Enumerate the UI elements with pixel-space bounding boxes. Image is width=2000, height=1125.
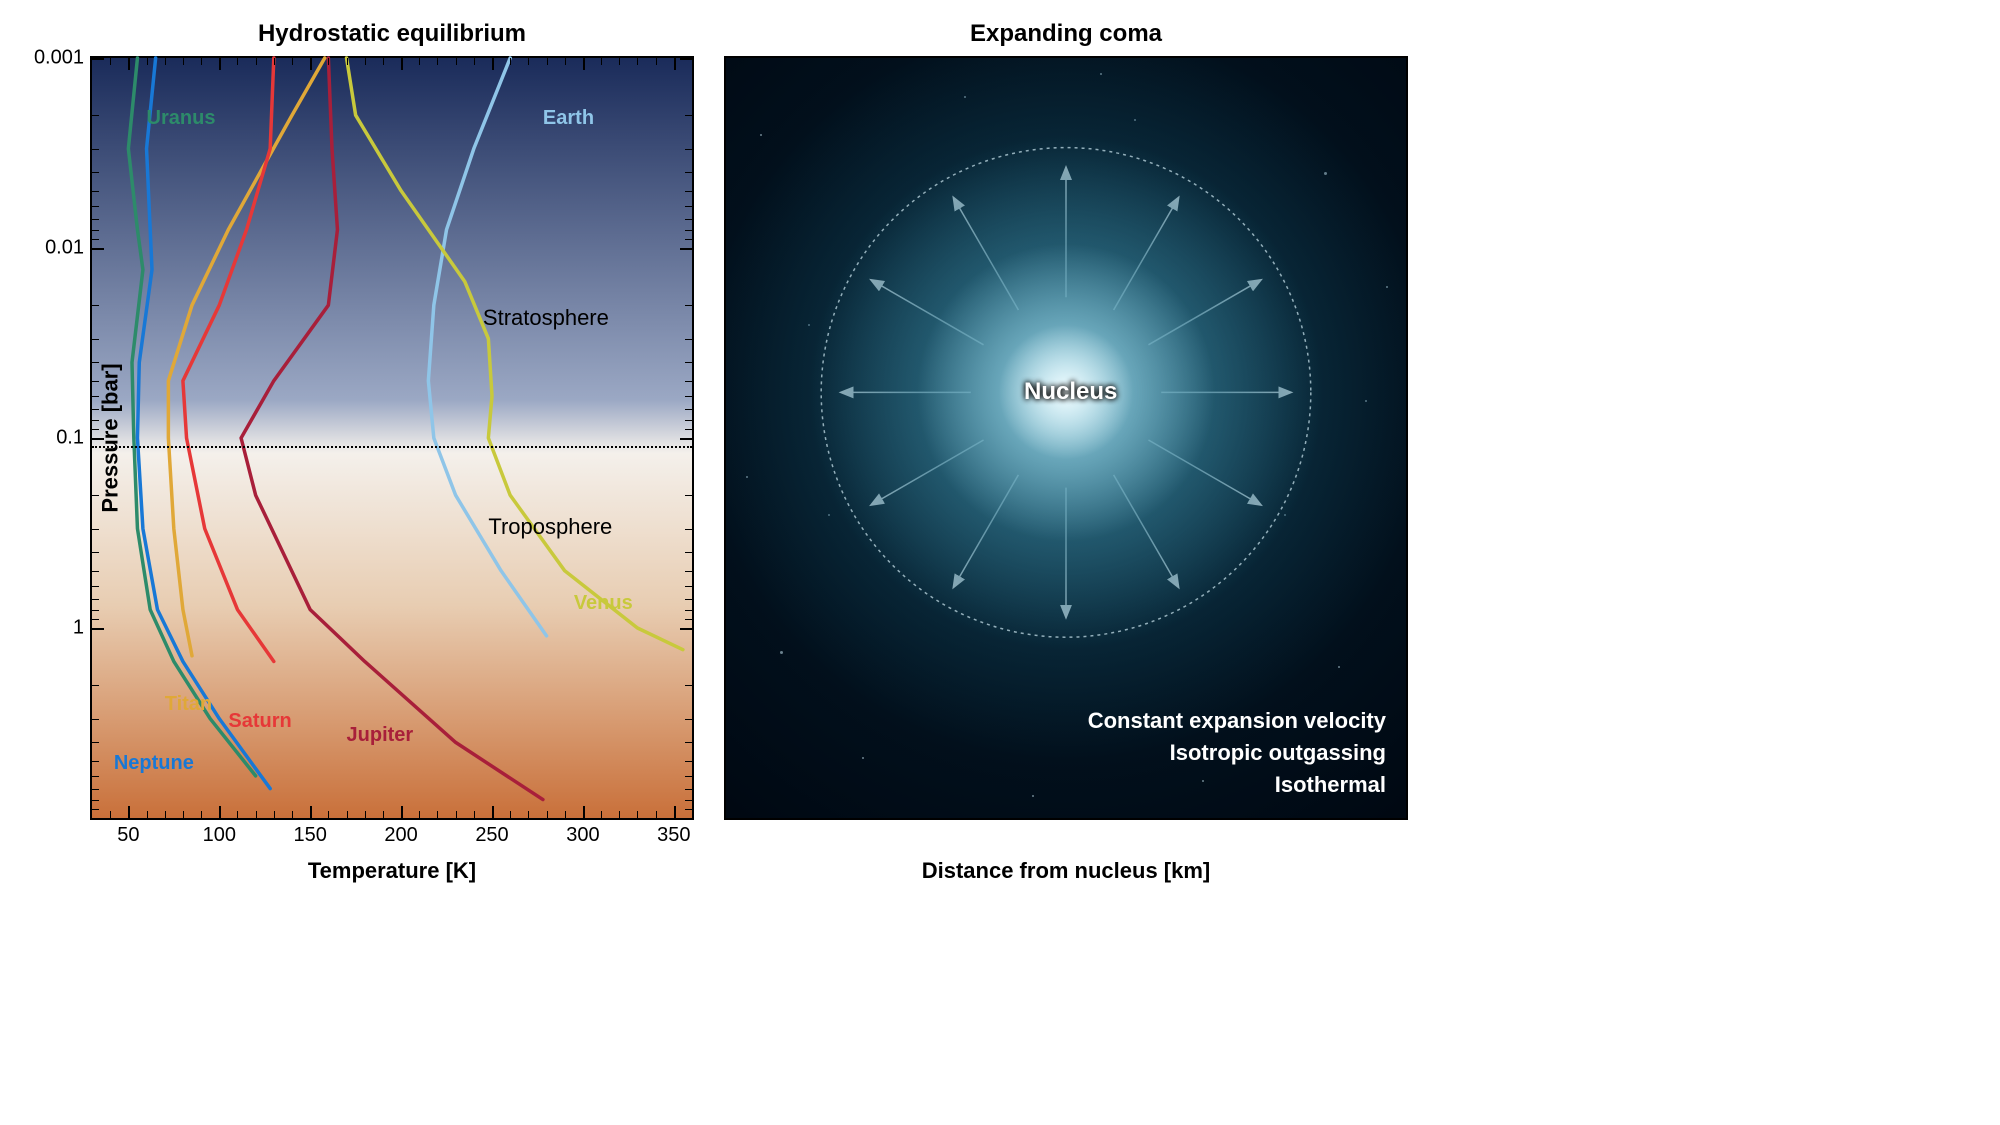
x-tick-label: 100 <box>203 824 236 847</box>
series-label-neptune: Neptune <box>114 752 194 775</box>
series-label-venus: Venus <box>574 592 633 615</box>
x-tick-label: 150 <box>293 824 326 847</box>
y-tick-label: 0.1 <box>56 427 84 450</box>
y-tick-label: 1 <box>73 617 84 640</box>
x-tick-label: 250 <box>475 824 508 847</box>
x-tick-label: 50 <box>117 824 139 847</box>
tropopause-line <box>92 446 692 448</box>
right-x-axis-label: Distance from nucleus [km] <box>724 858 1408 884</box>
x-tick-label: 300 <box>566 824 599 847</box>
x-tick-label: 350 <box>657 824 690 847</box>
coma-annotation: Constant expansion velocity <box>1088 708 1386 734</box>
left-title: Hydrostatic equilibrium <box>90 20 694 48</box>
right-title: Expanding coma <box>724 20 1408 48</box>
coma-panel: Expanding coma Nucleus Constant expansion… <box>724 20 1408 884</box>
coma-annotation: Isotropic outgassing <box>1170 740 1386 766</box>
region-label: Troposphere <box>488 514 612 540</box>
nucleus-label: Nucleus <box>1024 378 1117 406</box>
coma-annotation: Isothermal <box>1275 772 1386 798</box>
x-tick-label: 200 <box>384 824 417 847</box>
series-label-jupiter: Jupiter <box>347 724 414 747</box>
series-label-earth: Earth <box>543 107 594 130</box>
pressure-temperature-chart: Pressure [bar] 501001502002503003500.001… <box>90 56 694 820</box>
x-axis-label: Temperature [K] <box>90 858 694 884</box>
series-label-saturn: Saturn <box>228 710 291 733</box>
series-label-titan: Titan <box>165 693 212 716</box>
y-tick-label: 0.001 <box>34 47 84 70</box>
y-tick-label: 0.01 <box>45 237 84 260</box>
coma-diagram: Nucleus Constant expansion velocity Isotro… <box>724 56 1408 820</box>
series-label-uranus: Uranus <box>147 107 216 130</box>
region-label: Stratosphere <box>483 305 609 331</box>
hydrostatic-panel: Hydrostatic equilibrium Pressure [bar] 5… <box>90 20 694 884</box>
